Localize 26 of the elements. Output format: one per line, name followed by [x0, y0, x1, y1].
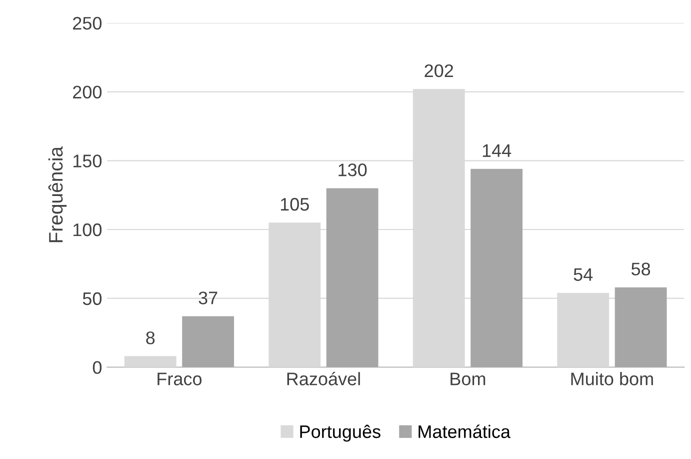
y-tick-label: 150	[74, 154, 102, 168]
bar	[614, 287, 667, 368]
data-label: 37	[198, 292, 218, 304]
y-tick-label: 200	[73, 86, 102, 99]
bar	[470, 168, 523, 368]
y-tick-label: 100	[74, 223, 102, 236]
data-label: 8	[146, 331, 155, 344]
data-label: 144	[482, 144, 512, 157]
bar	[182, 316, 234, 368]
legend-label: Matemática	[418, 424, 510, 438]
data-label: 130	[338, 164, 367, 176]
bar	[124, 356, 176, 368]
x-tick-label: Bom	[450, 372, 486, 386]
data-label: 54	[574, 268, 593, 281]
bar	[326, 188, 378, 368]
x-tick-label: Razoável	[287, 372, 360, 386]
x-tick-label: Muito bom	[571, 372, 653, 386]
y-axis-title: Frequência	[48, 146, 67, 242]
data-label: 105	[280, 198, 309, 211]
y-tick-label: 0	[92, 361, 102, 374]
legend-label: Português	[300, 424, 380, 442]
x-tick-label: Fraco	[158, 372, 202, 386]
y-tick-label: 250	[73, 16, 102, 30]
y-tick-label: 50	[82, 292, 102, 306]
data-label: 202	[424, 64, 454, 78]
data-label: 58	[632, 262, 650, 276]
